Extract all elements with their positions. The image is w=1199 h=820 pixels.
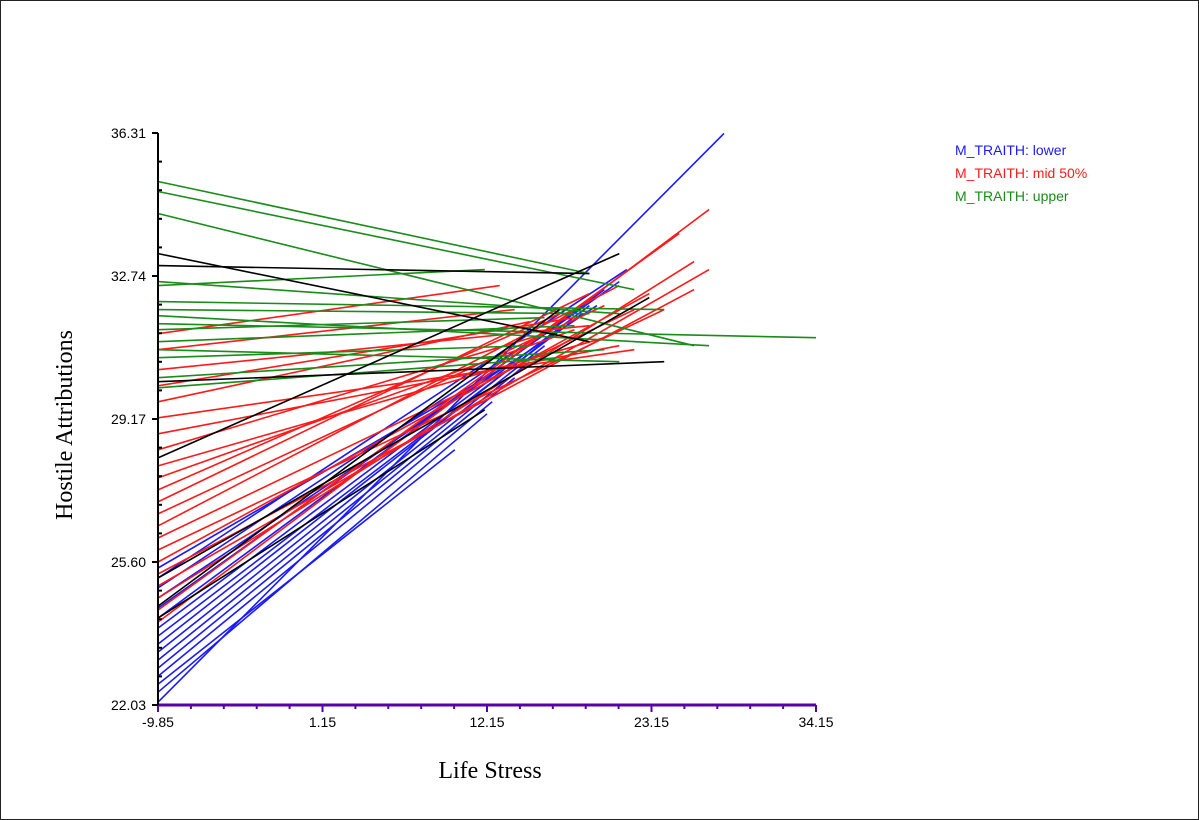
series-2-line-13 [157, 356, 560, 389]
series-1-line-14 [157, 332, 545, 451]
legend-item: M_TRAITH: lower [955, 142, 1067, 158]
data-lines [157, 132, 817, 703]
y-tick-label: 25.60 [111, 554, 146, 570]
legend-item: M_TRAITH: mid 50% [955, 165, 1087, 181]
y-tick-label: 36.31 [111, 125, 146, 141]
x-axis-ticks: -9.85 1.15 12.15 23.15 34.15 [142, 705, 834, 730]
x-tick-label: -9.85 [142, 714, 174, 730]
series-3 [157, 252, 665, 619]
series-1-line-16 [157, 348, 635, 419]
series-2-line-3 [157, 280, 620, 315]
series-0-line-0 [157, 132, 725, 703]
series-0-line-1 [157, 413, 488, 693]
series-3-line-3 [157, 252, 620, 459]
series-3-line-0 [157, 252, 590, 343]
series-2-line-0 [157, 180, 590, 275]
x-tick-label: 34.15 [798, 714, 833, 730]
series-1-line-11 [157, 312, 560, 491]
series-0-line-14 [157, 268, 628, 579]
series-0-line-3 [157, 401, 493, 677]
x-tick-label: 23.15 [634, 714, 669, 730]
legend: M_TRAITH: lower M_TRAITH: mid 50% M_TRAITH… [955, 142, 1087, 204]
series-0-line-5 [157, 361, 531, 661]
series-2-line-9 [157, 324, 575, 343]
y-axis-ticks: 22.03 25.60 29.17 32.74 36.31 [111, 125, 162, 713]
y-tick-label: 29.17 [111, 411, 146, 427]
series-3-line-6 [157, 409, 486, 619]
series-1-line-7 [157, 308, 635, 539]
series-0-line-2 [157, 449, 456, 685]
axes: -9.85 1.15 12.15 23.15 34.15 22.03 25.60 29.17… [111, 125, 834, 730]
series-3-line-2 [157, 360, 665, 383]
series-1-line-20 [157, 308, 515, 351]
series-3-line-5 [157, 308, 560, 607]
y-tick-label: 32.74 [111, 268, 146, 284]
series-2-line-12 [157, 348, 605, 379]
series-3-line-1 [157, 264, 590, 275]
y-axis-title: Hostile Attributions [52, 330, 78, 520]
series-2-line-5 [157, 308, 590, 315]
x-axis-title: Life Stress [438, 758, 541, 784]
series-1-line-1 [157, 232, 680, 611]
series-3-line-4 [157, 296, 650, 579]
y-tick-label: 22.03 [111, 697, 146, 713]
series-1-line-19 [157, 324, 590, 371]
series-2-line-1 [157, 190, 635, 291]
series-0-line-4 [157, 377, 516, 669]
x-tick-label: 1.15 [309, 714, 336, 730]
series-1-line-6 [157, 308, 665, 551]
series-1-line-9 [157, 304, 605, 515]
legend-item: M_TRAITH: upper [955, 188, 1069, 204]
series-2 [157, 180, 817, 389]
x-tick-label: 12.15 [469, 714, 504, 730]
series-1-line-12 [157, 328, 575, 479]
series-1-line-13 [157, 336, 605, 467]
series-2-line-14 [157, 268, 485, 287]
series-2-line-11 [157, 344, 530, 359]
